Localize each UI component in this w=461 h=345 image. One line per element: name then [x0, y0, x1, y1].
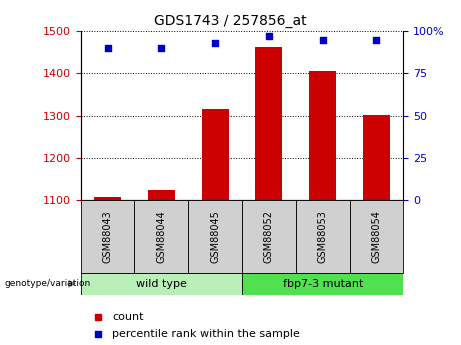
- Text: GSM88043: GSM88043: [102, 210, 112, 263]
- Bar: [135, 200, 188, 273]
- Bar: [94, 197, 121, 200]
- Point: [373, 37, 380, 42]
- Text: wild type: wild type: [136, 279, 187, 289]
- Bar: [188, 200, 242, 273]
- Bar: [255, 47, 282, 200]
- Text: GSM88044: GSM88044: [156, 210, 166, 263]
- Point: [95, 331, 102, 337]
- Text: percentile rank within the sample: percentile rank within the sample: [112, 329, 300, 339]
- Point: [212, 40, 219, 46]
- Text: GSM88045: GSM88045: [210, 210, 220, 263]
- Bar: [349, 200, 403, 273]
- Bar: [296, 200, 349, 273]
- Text: GSM88052: GSM88052: [264, 210, 274, 263]
- Point: [104, 45, 111, 51]
- Bar: [201, 109, 229, 200]
- Text: GSM88054: GSM88054: [372, 210, 382, 263]
- Point: [95, 314, 102, 319]
- Text: genotype/variation: genotype/variation: [5, 279, 91, 288]
- Bar: [242, 200, 296, 273]
- Point: [158, 45, 165, 51]
- Point: [265, 33, 272, 39]
- Bar: [309, 71, 336, 200]
- Bar: [81, 200, 135, 273]
- Text: GDS1743 / 257856_at: GDS1743 / 257856_at: [154, 14, 307, 28]
- Text: fbp7-3 mutant: fbp7-3 mutant: [283, 279, 363, 289]
- Bar: [363, 115, 390, 200]
- Point: [319, 37, 326, 42]
- Text: count: count: [112, 312, 143, 322]
- Bar: [148, 190, 175, 200]
- Bar: [81, 273, 242, 295]
- Text: GSM88053: GSM88053: [318, 210, 328, 263]
- Bar: [242, 273, 403, 295]
